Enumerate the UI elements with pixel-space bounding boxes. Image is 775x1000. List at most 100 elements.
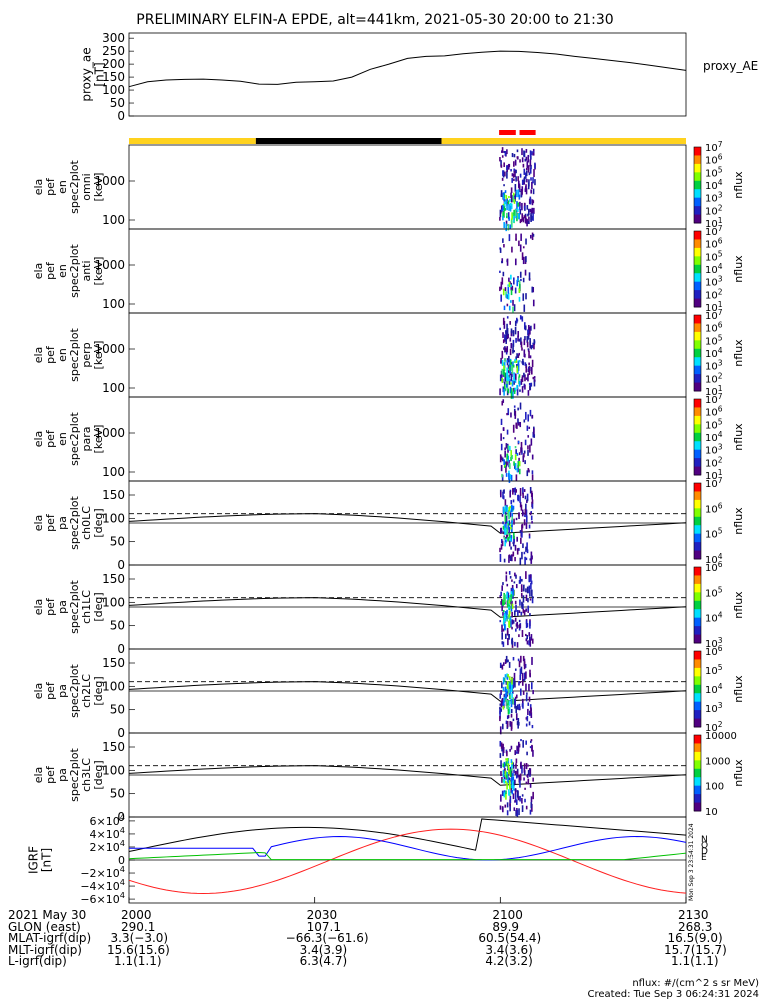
pitch-pixel [501,664,504,670]
pitch-ylabel-3: spec2plot [68,748,81,802]
spectrogram-pixel [525,170,528,177]
pitch-pixel [522,595,525,603]
pitch-pixel [532,596,534,599]
pitch-pixel [503,623,506,631]
pitch-pixel [511,579,513,582]
pitch-pixel [500,794,502,802]
spectrogram-pixel [503,162,505,168]
spectrogram-pixel [509,463,511,469]
spectrogram-pixel [523,205,526,210]
proxy-ae-frame [128,32,687,117]
spectrogram-pixel [511,173,514,177]
pitch-pixel [518,619,521,623]
pitch-pixel [503,558,506,563]
spectrogram-ylabel-5: [keV] [92,173,105,202]
pitch-pixel [510,777,513,785]
spectrogram-pixel [506,327,509,336]
pitch-pixel [529,809,532,815]
spectrogram-pixel [512,391,514,399]
spectrogram-pixel [525,377,528,380]
spectrogram-pixel [529,208,532,213]
spectrogram-pixel [529,167,532,174]
spectrogram-pixel [512,306,514,314]
spectrogram-pixel [514,379,517,383]
spectrogram-pixel [527,449,529,456]
footer-row-label: MLT-igrf(dip) [8,942,82,957]
pitch-pixel [499,693,502,699]
pitch-pixel [512,691,514,694]
pitch-pixel [499,805,502,810]
spectrogram-pixel [517,335,519,342]
spectrogram-pixel [530,209,533,214]
pitch-pixel [530,682,533,690]
pitch-pixel [500,708,502,712]
spectrogram-pixel [520,233,522,241]
spectrogram-pixel [501,209,503,212]
pitch-pixel [504,697,507,701]
colorbar-omni-band [694,197,701,207]
colorbar-perp-band [694,348,701,358]
colorbar-para-band [694,415,701,425]
pitch-pixel [508,571,511,575]
spectrogram-pixel [504,151,507,156]
colorbar-ch0LC-label: 104 [705,552,723,567]
spectrogram-pixel [503,244,505,248]
spectrogram-pixel [514,358,517,361]
pitch-pixel [527,598,529,603]
pitch-pixel [499,491,502,498]
pitch-pixel [502,610,505,613]
spectrogram-pixel [519,271,522,278]
pitch-pixel [529,613,531,617]
pitch-pixel [510,685,513,693]
pitch-ytick-label: 50 [110,619,125,633]
pitch-pixel [505,515,508,524]
spectrogram-pixel [510,219,513,228]
pitch-pixel [518,660,521,668]
pitch-pixel [509,685,511,689]
colorbar-perp-label: 105 [705,333,723,348]
proxy-ae-ytick-label: 200 [102,57,125,71]
colorbar-para-label: 103 [705,442,723,457]
spectrogram-pixel [507,292,510,300]
spectrogram-pixel [500,456,503,461]
colorbar-ch3LC-band [694,768,701,778]
pitch-panel-ch1LC [128,564,687,650]
spectrogram-pixel [506,383,508,388]
pitch-pixel [514,641,516,647]
pitch-pixel [516,772,519,778]
pitch-pixel [501,641,504,645]
pitch-pixel [506,609,508,616]
spectrogram-pixel [509,386,512,394]
pitch-pixel [526,542,528,551]
spectrogram-pixel [532,286,535,293]
spectrogram-pixel [520,218,523,223]
colorbar-para-band [694,432,701,442]
colorbar-ch3LC-band [694,785,701,795]
spectrogram-pixel [516,156,519,159]
spectrogram-pixel [510,187,513,194]
spectrogram-pixel [517,213,519,220]
pitch-pixel [519,688,522,696]
spectrogram-pixel [511,366,514,374]
spectrogram-pixel [523,168,526,175]
pitch-pixel [513,538,515,543]
pitch-pixel [499,703,502,706]
spectrogram-pixel [530,438,533,446]
pitch-pixel [512,505,515,510]
spectrogram-pixel [504,208,507,211]
spectrogram-pixel [510,382,512,385]
pitch-pixel [527,764,529,767]
pitch-pixel [514,800,516,803]
pitch-pixel [526,692,528,695]
spectrogram-pixel [517,277,519,282]
pitch-pixel [506,715,509,720]
spectrogram-pixel [503,193,506,198]
proxy-ae-ytick-label: 250 [102,44,125,58]
pitch-pixel [530,515,533,521]
pitch-pixel [510,587,513,595]
spectrogram-pixel [529,409,532,417]
colorbar-para-label: 104 [705,430,723,445]
pitch-pixel [524,672,526,681]
